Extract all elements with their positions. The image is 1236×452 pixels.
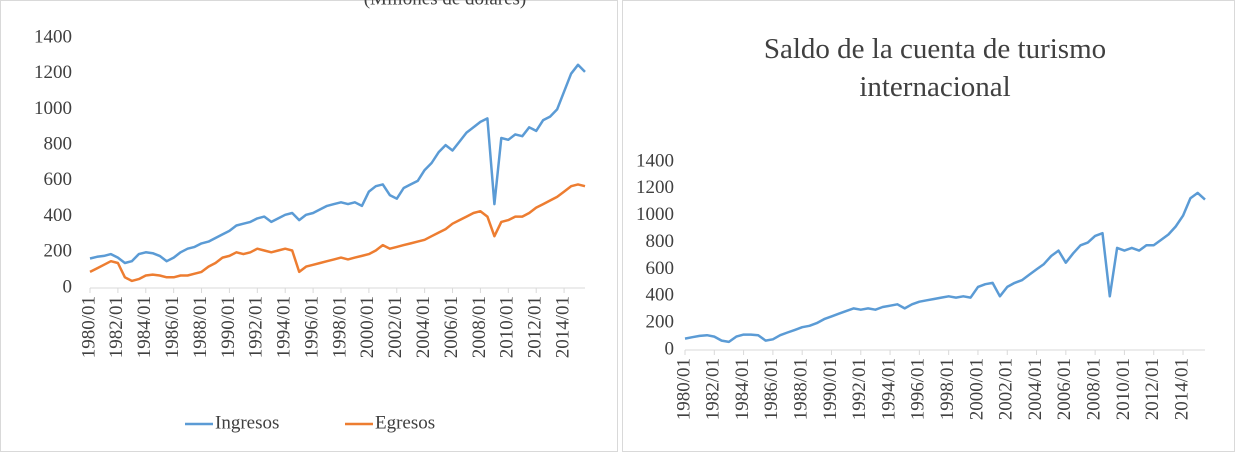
y-tick-label: 600: [646, 258, 675, 279]
x-tick-label: 2000/01: [357, 296, 378, 358]
y-tick-label: 1400: [34, 26, 72, 47]
x-tick-label: 1982/01: [703, 358, 724, 420]
x-tick-label: 1982/01: [106, 296, 127, 358]
x-tick-label: 1980/01: [78, 296, 99, 358]
series-line: [89, 183, 586, 283]
x-tick-label: 2012/01: [1142, 358, 1163, 420]
series-line: [684, 191, 1206, 344]
x-tick-label: 2004/01: [1025, 358, 1046, 420]
x-tick-label: 1984/01: [732, 358, 753, 420]
x-tick-label: 1986/01: [761, 358, 782, 420]
x-tick-label: 1990/01: [218, 296, 239, 358]
y-tick-label: 200: [44, 241, 73, 262]
x-tick-label: 2010/01: [497, 296, 518, 358]
x-tick-label: 1994/01: [878, 358, 899, 420]
chart-subtitle: (Millones de dólares): [364, 0, 527, 9]
x-tick-label: 2008/01: [469, 296, 490, 358]
x-tick-label: 2002/01: [996, 358, 1017, 420]
panel-border: [0, 0, 618, 452]
x-tick-label: 1998/01: [329, 296, 350, 358]
y-tick-label: 400: [44, 205, 73, 226]
x-tick-label: 1990/01: [820, 358, 841, 420]
x-tick-label: 2006/01: [441, 296, 462, 358]
x-tick-label: 2010/01: [1113, 358, 1134, 420]
x-tick-label: 1998/01: [937, 358, 958, 420]
y-tick-label: 1200: [636, 177, 674, 198]
y-tick-label: 600: [44, 169, 73, 190]
y-tick-label: 1200: [34, 62, 72, 83]
x-tick-label: 1980/01: [673, 358, 694, 420]
legend-label: Egresos: [375, 412, 435, 433]
y-tick-label: 400: [646, 285, 675, 306]
x-tick-label: 1984/01: [134, 296, 155, 358]
y-tick-label: 800: [44, 134, 73, 155]
x-tick-label: 1986/01: [162, 296, 183, 358]
y-tick-label: 200: [646, 312, 675, 333]
y-tick-label: 1000: [34, 98, 72, 119]
x-tick-label: 1992/01: [246, 296, 267, 358]
y-tick-label: 0: [665, 338, 675, 359]
y-tick-label: 1400: [636, 150, 674, 171]
x-tick-label: 2006/01: [1054, 358, 1075, 420]
x-tick-label: 1996/01: [301, 296, 322, 358]
y-tick-label: 0: [63, 276, 73, 297]
chart-title: Saldo de la cuenta de turismo internacio…: [763, 33, 1107, 103]
x-tick-label: 2000/01: [966, 358, 987, 420]
x-tick-label: 2008/01: [1084, 358, 1105, 420]
x-tick-label: 2002/01: [385, 296, 406, 358]
x-tick-label: 1988/01: [791, 358, 812, 420]
x-tick-label: 1994/01: [274, 296, 295, 358]
x-tick-label: 2004/01: [413, 296, 434, 358]
series-line: [89, 63, 586, 265]
x-tick-label: 2014/01: [552, 296, 573, 358]
x-tick-label: 1988/01: [190, 296, 211, 358]
y-tick-label: 800: [646, 231, 675, 252]
x-tick-label: 1992/01: [849, 358, 870, 420]
x-tick-label: 2014/01: [1171, 358, 1192, 420]
x-tick-label: 2012/01: [525, 296, 546, 358]
y-tick-label: 1000: [636, 204, 674, 225]
legend-label: Ingresos: [215, 412, 279, 433]
x-tick-label: 1996/01: [908, 358, 929, 420]
